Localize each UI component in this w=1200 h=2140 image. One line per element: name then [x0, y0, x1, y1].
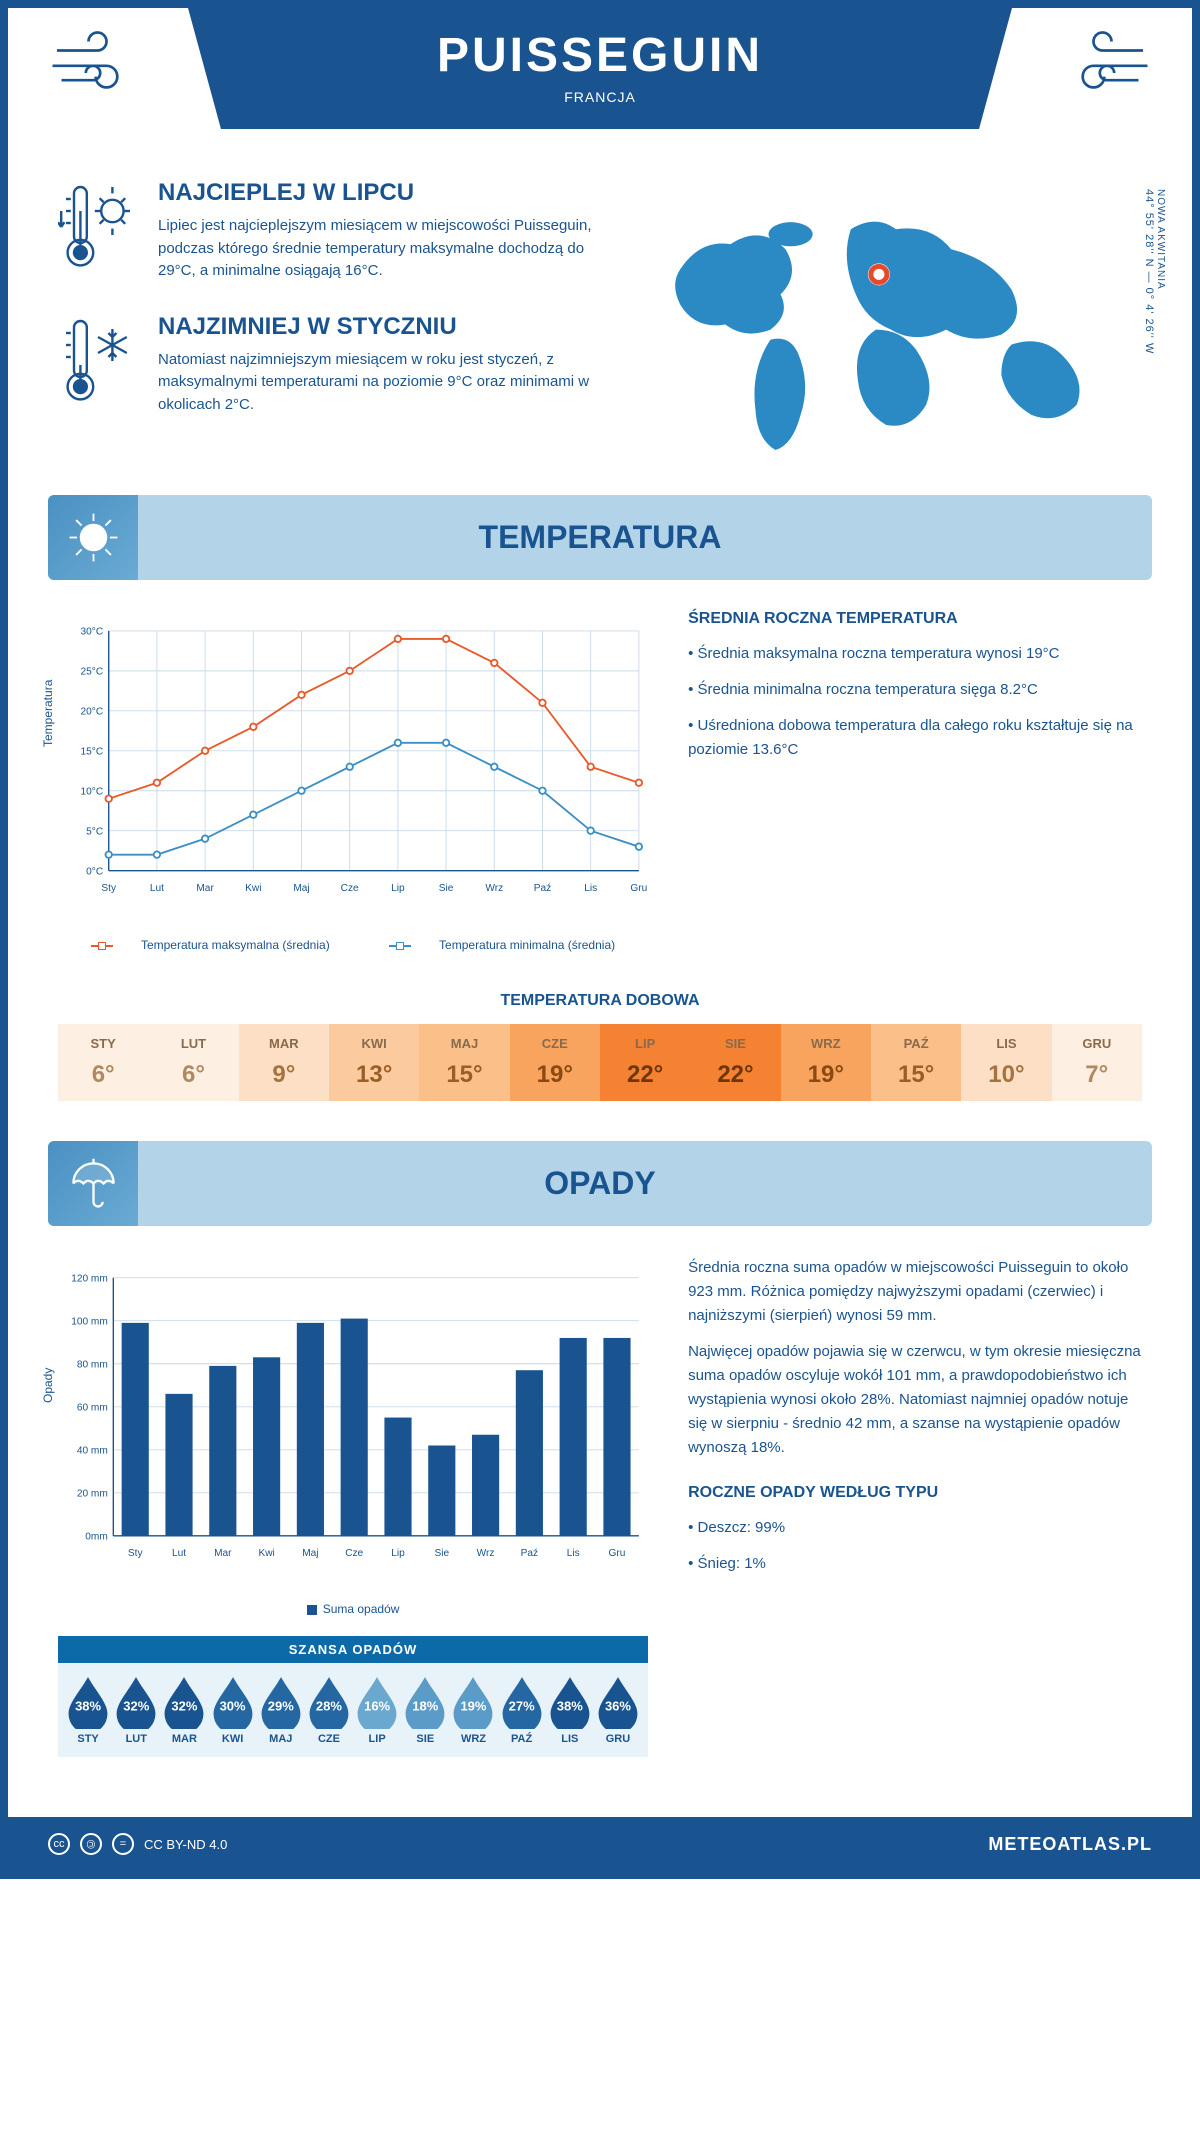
- fact-coldest-text: Natomiast najzimniejszym miesiącem w rok…: [158, 349, 610, 417]
- page-header: PUISSEGUIN FRANCJA: [188, 8, 1012, 129]
- precip-chance-drop: 16%LIP: [353, 1675, 401, 1745]
- brand-text: METEOATLAS.PL: [988, 1834, 1152, 1855]
- thermometer-sun-icon: [58, 179, 138, 283]
- svg-text:Lis: Lis: [584, 883, 597, 894]
- city-title: PUISSEGUIN: [188, 28, 1012, 83]
- svg-text:Sty: Sty: [101, 883, 117, 894]
- precip-chance-drop: 30%KWI: [209, 1675, 257, 1745]
- precip-chance-drop: 38%LIS: [546, 1675, 594, 1745]
- daily-temp-cell: STY6°: [58, 1024, 148, 1101]
- coordinates: NOWA AKWITANIA 44° 55' 28'' N — 0° 4' 26…: [1143, 189, 1166, 354]
- fact-warmest-text: Lipiec jest najcieplejszym miesiącem w m…: [158, 215, 610, 283]
- daily-temp-cell: MAR9°: [239, 1024, 329, 1101]
- world-map: [640, 179, 1142, 460]
- precip-chance-drop: 27%PAŹ: [498, 1675, 546, 1745]
- svg-text:Kwi: Kwi: [258, 1548, 274, 1559]
- svg-text:10°C: 10°C: [81, 786, 104, 797]
- svg-text:Sie: Sie: [434, 1548, 449, 1559]
- wind-icon-left: [48, 28, 138, 114]
- svg-text:120 mm: 120 mm: [71, 1273, 108, 1284]
- svg-text:30°C: 30°C: [81, 627, 104, 638]
- page-footer: cc 🄯 = CC BY-ND 4.0 METEOATLAS.PL: [8, 1817, 1192, 1871]
- precip-chance-drop: 32%LUT: [112, 1675, 160, 1745]
- sun-icon: [48, 495, 138, 580]
- svg-text:40 mm: 40 mm: [77, 1446, 108, 1457]
- country-subtitle: FRANCJA: [188, 89, 1012, 105]
- temperature-line-chart: Temperatura 0°C5°C10°C15°C20°C25°C30°CSt…: [58, 610, 648, 930]
- temp-summary: ŚREDNIA ROCZNA TEMPERATURA • Średnia mak…: [688, 610, 1142, 952]
- cc-by-icon: 🄯: [80, 1833, 102, 1855]
- daily-temp-cell: SIE22°: [690, 1024, 780, 1101]
- fact-warmest: NAJCIEPLEJ W LIPCU Lipiec jest najcieple…: [58, 179, 610, 283]
- precip-summary: Średnia roczna suma opadów w miejscowośc…: [688, 1256, 1142, 1757]
- svg-text:Lip: Lip: [391, 883, 405, 894]
- svg-text:Lis: Lis: [567, 1548, 580, 1559]
- svg-text:Wrz: Wrz: [477, 1548, 495, 1559]
- svg-text:20°C: 20°C: [81, 707, 104, 718]
- precip-chance-drop: 38%STY: [64, 1675, 112, 1745]
- precip-chance-drop: 28%CZE: [305, 1675, 353, 1745]
- svg-text:80 mm: 80 mm: [77, 1360, 108, 1371]
- svg-text:Gru: Gru: [630, 883, 647, 894]
- section-header-temperature: TEMPERATURA: [48, 495, 1152, 580]
- svg-text:Lut: Lut: [150, 883, 164, 894]
- daily-temp-cell: GRU7°: [1052, 1024, 1142, 1101]
- svg-text:Wrz: Wrz: [485, 883, 503, 894]
- daily-temp-cell: CZE19°: [510, 1024, 600, 1101]
- precipitation-bar-chart: Opady 0mm20 mm40 mm60 mm80 mm100 mm120 m…: [58, 1256, 648, 1596]
- precip-chance-drop: 18%SIE: [401, 1675, 449, 1745]
- svg-text:Cze: Cze: [345, 1548, 363, 1559]
- precip-chance-drop: 36%GRU: [594, 1675, 642, 1745]
- svg-text:100 mm: 100 mm: [71, 1316, 108, 1327]
- svg-text:Paź: Paź: [534, 883, 551, 894]
- svg-text:Paź: Paź: [521, 1548, 538, 1559]
- svg-text:20 mm: 20 mm: [77, 1489, 108, 1500]
- svg-text:Cze: Cze: [341, 883, 359, 894]
- svg-text:Gru: Gru: [609, 1548, 626, 1559]
- fact-coldest: NAJZIMNIEJ W STYCZNIU Natomiast najzimni…: [58, 313, 610, 417]
- wind-icon-right: [1062, 28, 1152, 114]
- svg-text:5°C: 5°C: [86, 826, 103, 837]
- svg-text:Maj: Maj: [302, 1548, 318, 1559]
- section-header-precipitation: OPADY: [48, 1141, 1152, 1226]
- daily-temp-table: STY6°LUT6°MAR9°KWI13°MAJ15°CZE19°LIP22°S…: [58, 1024, 1142, 1101]
- svg-text:Kwi: Kwi: [245, 883, 261, 894]
- svg-text:25°C: 25°C: [81, 667, 104, 678]
- svg-text:60 mm: 60 mm: [77, 1403, 108, 1414]
- svg-text:0mm: 0mm: [85, 1532, 108, 1543]
- license-text: CC BY-ND 4.0: [144, 1837, 227, 1852]
- svg-text:Sty: Sty: [128, 1548, 144, 1559]
- cc-nd-icon: =: [112, 1833, 134, 1855]
- fact-warmest-title: NAJCIEPLEJ W LIPCU: [158, 179, 610, 207]
- precip-chance-drop: 19%WRZ: [449, 1675, 497, 1745]
- precip-chance-panel: SZANSA OPADÓW 38%STY32%LUT32%MAR30%KWI29…: [58, 1636, 648, 1757]
- svg-text:0°C: 0°C: [86, 866, 103, 877]
- daily-temp-cell: MAJ15°: [419, 1024, 509, 1101]
- daily-temp-cell: WRZ19°: [781, 1024, 871, 1101]
- daily-temp-cell: LIS10°: [961, 1024, 1051, 1101]
- svg-text:Sie: Sie: [439, 883, 454, 894]
- thermometer-snow-icon: [58, 313, 138, 417]
- svg-text:Lip: Lip: [391, 1548, 405, 1559]
- temp-chart-legend: Temperatura maksymalna (średnia) Tempera…: [58, 938, 648, 952]
- daily-temp-title: TEMPERATURA DOBOWA: [8, 992, 1192, 1010]
- svg-text:Mar: Mar: [196, 883, 214, 894]
- precip-chance-drop: 29%MAJ: [257, 1675, 305, 1745]
- precip-chance-drop: 32%MAR: [160, 1675, 208, 1745]
- svg-text:Mar: Mar: [214, 1548, 232, 1559]
- daily-temp-cell: PAŹ15°: [871, 1024, 961, 1101]
- precip-chart-legend: Suma opadów: [58, 1602, 648, 1616]
- daily-temp-cell: KWI13°: [329, 1024, 419, 1101]
- svg-text:Lut: Lut: [172, 1548, 186, 1559]
- svg-text:15°C: 15°C: [81, 747, 104, 758]
- cc-icon: cc: [48, 1833, 70, 1855]
- umbrella-icon: [48, 1141, 138, 1226]
- daily-temp-cell: LUT6°: [148, 1024, 238, 1101]
- svg-text:Maj: Maj: [293, 883, 309, 894]
- daily-temp-cell: LIP22°: [600, 1024, 690, 1101]
- fact-coldest-title: NAJZIMNIEJ W STYCZNIU: [158, 313, 610, 341]
